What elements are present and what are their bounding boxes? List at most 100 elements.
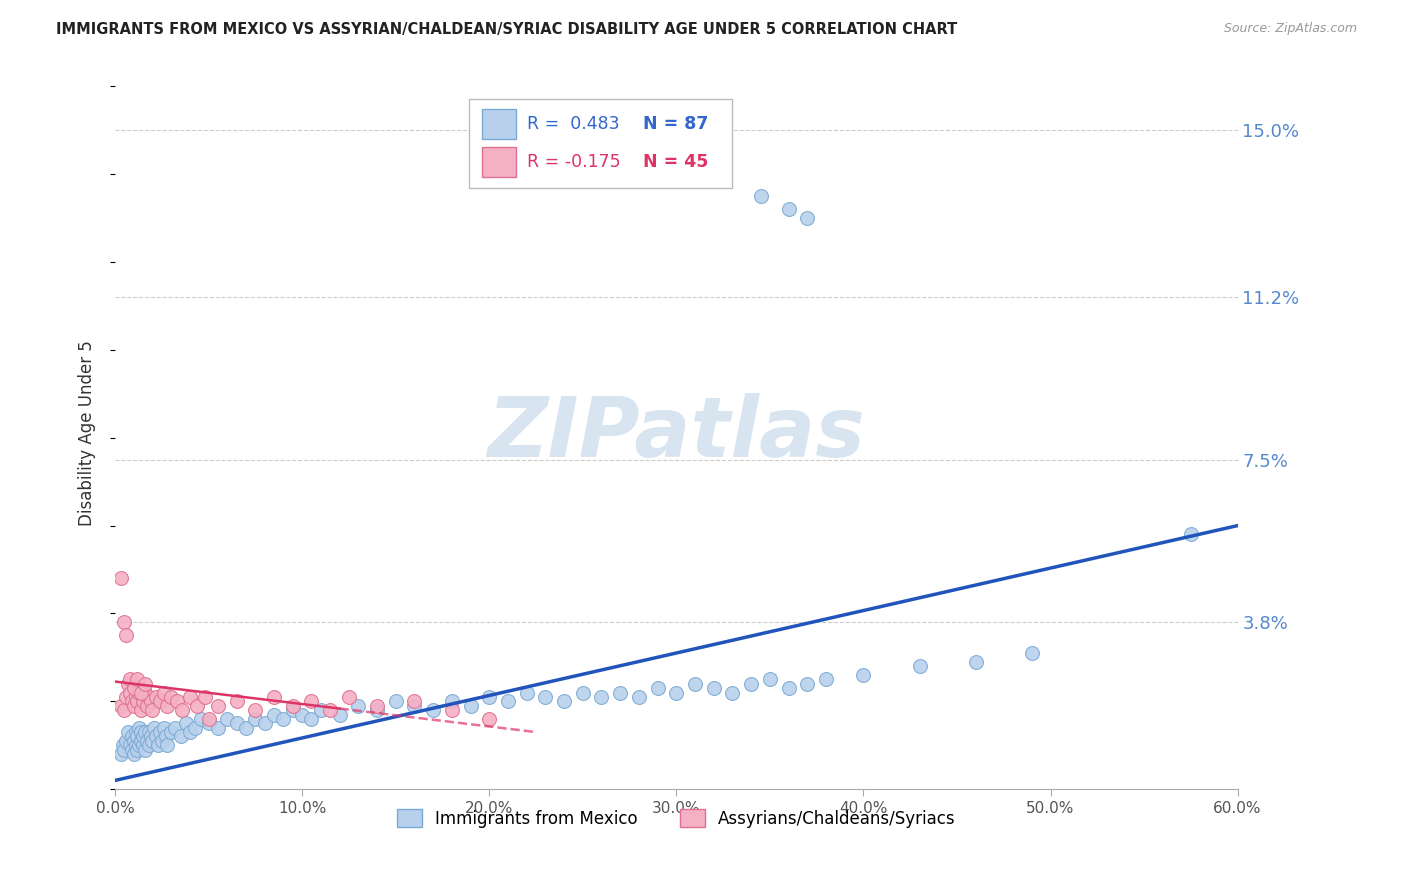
Point	[139, 694, 162, 708]
Point	[721, 685, 744, 699]
Point	[478, 712, 501, 726]
Point	[190, 712, 212, 726]
Point	[749, 189, 772, 203]
Point	[319, 703, 342, 717]
Point	[128, 739, 150, 753]
Bar	[482, 110, 516, 139]
Point	[134, 685, 156, 699]
Point	[115, 690, 138, 704]
Point	[852, 668, 875, 682]
Point	[155, 730, 177, 744]
Point	[309, 703, 332, 717]
Point	[135, 698, 157, 713]
Point	[225, 716, 247, 731]
Point	[759, 673, 782, 687]
Point	[145, 730, 167, 744]
Point	[141, 703, 163, 717]
Point	[110, 571, 132, 585]
Point	[160, 725, 183, 739]
Point	[138, 739, 160, 753]
Point	[366, 703, 388, 717]
Point	[273, 712, 295, 726]
Text: IMMIGRANTS FROM MEXICO VS ASSYRIAN/CHALDEAN/SYRIAC DISABILITY AGE UNDER 5 CORREL: IMMIGRANTS FROM MEXICO VS ASSYRIAN/CHALD…	[56, 22, 957, 37]
Point	[127, 694, 149, 708]
Point	[127, 742, 149, 756]
Point	[122, 734, 145, 748]
Point	[149, 694, 172, 708]
Text: Source: ZipAtlas.com: Source: ZipAtlas.com	[1223, 22, 1357, 36]
Text: ZIPatlas: ZIPatlas	[488, 392, 865, 474]
Point	[553, 694, 575, 708]
Legend: Immigrants from Mexico, Assyrians/Chaldeans/Syriacs: Immigrants from Mexico, Assyrians/Chalde…	[391, 803, 962, 834]
Point	[118, 673, 141, 687]
Text: N = 45: N = 45	[643, 153, 709, 171]
Point	[166, 694, 188, 708]
Point	[225, 694, 247, 708]
Point	[194, 690, 217, 704]
Point	[129, 703, 152, 717]
Point	[138, 725, 160, 739]
Point	[179, 725, 201, 739]
Point	[139, 730, 162, 744]
Point	[160, 690, 183, 704]
Point	[683, 677, 706, 691]
Point	[253, 716, 276, 731]
Point	[127, 730, 149, 744]
Y-axis label: Disability Age Under 5: Disability Age Under 5	[79, 341, 96, 526]
Text: N = 87: N = 87	[643, 115, 709, 134]
Point	[347, 698, 370, 713]
Point	[156, 739, 179, 753]
Point	[516, 685, 538, 699]
Point	[778, 202, 800, 217]
Point	[703, 681, 725, 695]
Point	[128, 685, 150, 699]
Point	[112, 742, 135, 756]
Point	[134, 725, 156, 739]
Point	[122, 681, 145, 695]
Point	[150, 734, 173, 748]
Point	[128, 721, 150, 735]
Point	[156, 698, 179, 713]
Point	[366, 698, 388, 713]
Point	[122, 698, 145, 713]
Point	[132, 730, 155, 744]
Point	[235, 721, 257, 735]
Point	[122, 747, 145, 761]
Point	[174, 716, 197, 731]
Text: R = -0.175: R = -0.175	[527, 153, 620, 171]
Point	[245, 703, 267, 717]
Point	[627, 690, 650, 704]
Point	[496, 694, 519, 708]
Point	[263, 690, 285, 704]
Point	[281, 703, 304, 717]
Point	[534, 690, 557, 704]
Point	[149, 725, 172, 739]
Point	[145, 690, 167, 704]
Point	[217, 712, 239, 726]
Point	[609, 685, 631, 699]
Point	[460, 698, 482, 713]
Point	[135, 734, 157, 748]
Point	[440, 703, 463, 717]
Point	[118, 739, 141, 753]
Point	[186, 698, 208, 713]
Point	[121, 730, 143, 744]
Point	[141, 734, 163, 748]
Point	[124, 690, 146, 704]
Point	[121, 694, 143, 708]
Point	[1021, 646, 1043, 660]
Point	[112, 615, 135, 630]
Point	[404, 694, 426, 708]
Point	[124, 725, 146, 739]
Point	[132, 694, 155, 708]
Point	[796, 677, 818, 691]
Point	[814, 673, 837, 687]
Point	[111, 739, 134, 753]
Point	[129, 685, 152, 699]
Point	[796, 211, 818, 225]
Point	[281, 698, 304, 713]
Point	[263, 707, 285, 722]
Point	[152, 685, 174, 699]
Point	[146, 739, 169, 753]
Point	[118, 685, 141, 699]
